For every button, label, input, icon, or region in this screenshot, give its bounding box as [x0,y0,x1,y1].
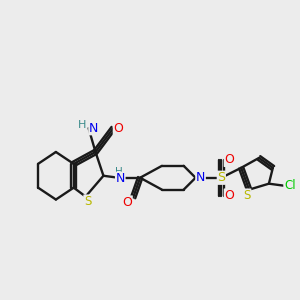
Text: H: H [78,120,87,130]
Text: O: O [113,122,123,135]
Text: N: N [116,172,125,185]
Text: N: N [196,171,205,184]
Text: O: O [122,196,132,209]
Text: O: O [224,153,234,167]
Text: H: H [116,167,123,177]
Text: S: S [243,189,251,202]
Text: N: N [89,122,98,135]
Text: S: S [217,171,225,184]
Text: O: O [224,189,234,202]
Text: Cl: Cl [284,179,296,192]
Text: S: S [84,195,91,208]
